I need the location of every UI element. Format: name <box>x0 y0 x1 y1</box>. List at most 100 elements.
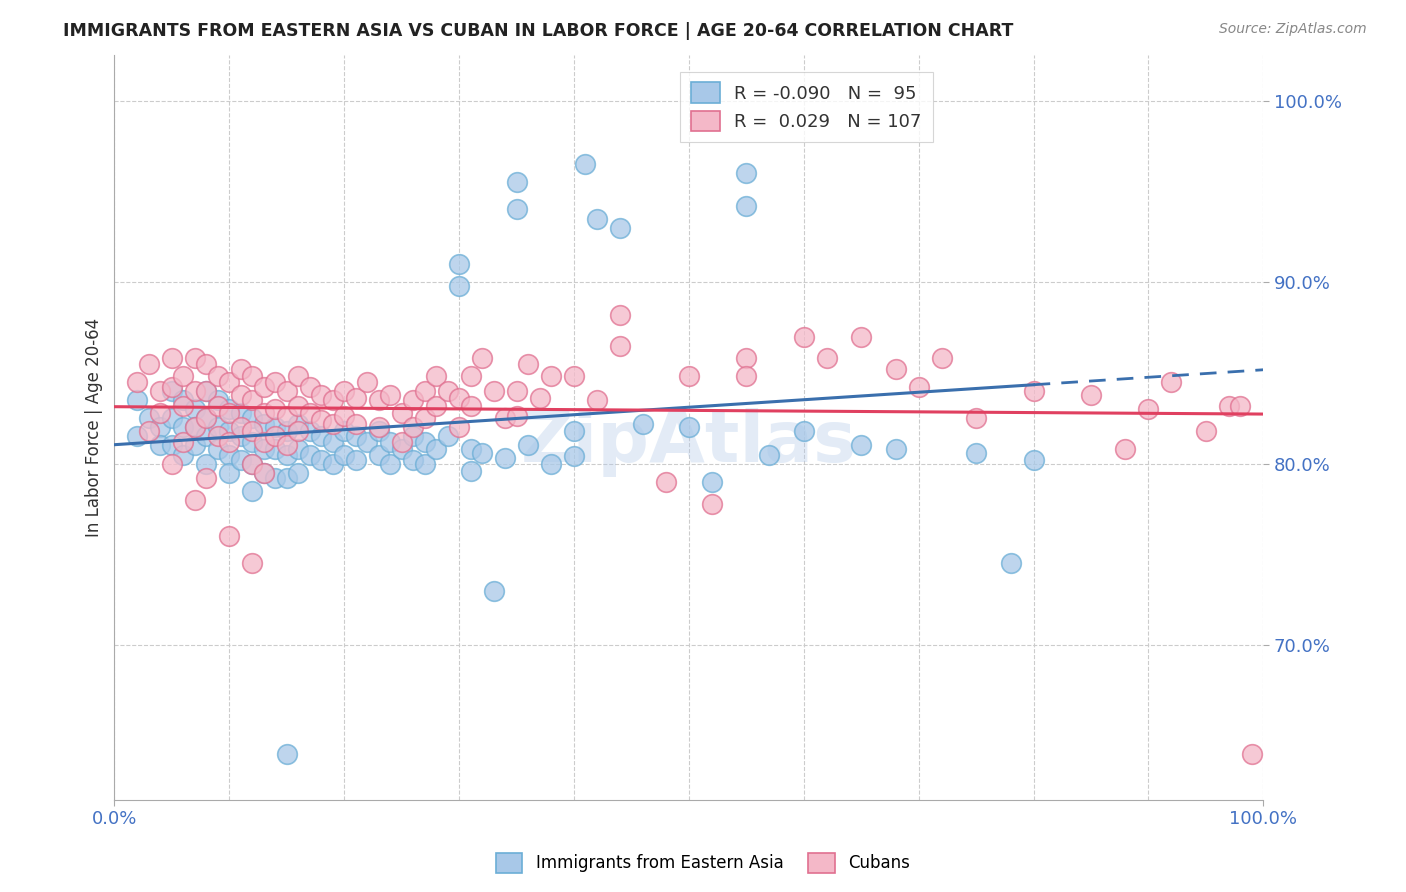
Point <box>884 362 907 376</box>
Point <box>505 175 527 189</box>
Point <box>391 434 413 449</box>
Point <box>240 411 263 425</box>
Point <box>356 434 378 449</box>
Point <box>253 380 276 394</box>
Point <box>460 399 482 413</box>
Point <box>378 387 401 401</box>
Point <box>264 442 287 456</box>
Point <box>402 453 425 467</box>
Point <box>322 457 344 471</box>
Point <box>449 420 471 434</box>
Y-axis label: In Labor Force | Age 20-64: In Labor Force | Age 20-64 <box>86 318 103 537</box>
Point <box>505 384 527 398</box>
Point <box>793 424 815 438</box>
Point <box>333 448 356 462</box>
Point <box>184 384 207 398</box>
Point <box>402 429 425 443</box>
Legend: R = -0.090   N =  95, R =  0.029   N = 107: R = -0.090 N = 95, R = 0.029 N = 107 <box>681 71 932 142</box>
Point <box>184 438 207 452</box>
Legend: Immigrants from Eastern Asia, Cubans: Immigrants from Eastern Asia, Cubans <box>489 847 917 880</box>
Point <box>344 453 367 467</box>
Point <box>562 369 585 384</box>
Point <box>240 393 263 408</box>
Point <box>851 438 873 452</box>
Point <box>931 351 953 366</box>
Point <box>436 429 458 443</box>
Point <box>218 406 240 420</box>
Point <box>195 357 218 371</box>
Point <box>309 413 332 427</box>
Point <box>505 409 527 424</box>
Point <box>253 417 276 431</box>
Point <box>344 392 367 406</box>
Point <box>735 199 758 213</box>
Point <box>207 429 229 443</box>
Point <box>218 529 240 543</box>
Point <box>322 417 344 431</box>
Point <box>309 387 332 401</box>
Point <box>322 434 344 449</box>
Point <box>287 466 309 480</box>
Point <box>1022 453 1045 467</box>
Point <box>449 257 471 271</box>
Point <box>471 351 494 366</box>
Point <box>609 338 631 352</box>
Point <box>229 362 252 376</box>
Point <box>460 369 482 384</box>
Point <box>631 417 654 431</box>
Point <box>322 393 344 408</box>
Point <box>655 475 678 489</box>
Point <box>276 438 298 452</box>
Point <box>413 384 436 398</box>
Point <box>229 387 252 401</box>
Point <box>793 329 815 343</box>
Point <box>172 369 194 384</box>
Point <box>184 420 207 434</box>
Point <box>413 411 436 425</box>
Point <box>195 384 218 398</box>
Point <box>138 424 160 438</box>
Point <box>700 497 723 511</box>
Point <box>218 434 240 449</box>
Point <box>287 424 309 438</box>
Point <box>391 406 413 420</box>
Point <box>1022 384 1045 398</box>
Point <box>276 448 298 462</box>
Point <box>276 471 298 485</box>
Point <box>276 409 298 424</box>
Point <box>367 420 389 434</box>
Point <box>276 747 298 761</box>
Point <box>449 278 471 293</box>
Text: IMMIGRANTS FROM EASTERN ASIA VS CUBAN IN LABOR FORCE | AGE 20-64 CORRELATION CHA: IMMIGRANTS FROM EASTERN ASIA VS CUBAN IN… <box>63 22 1014 40</box>
Point <box>218 402 240 417</box>
Point <box>678 420 700 434</box>
Text: Source: ZipAtlas.com: Source: ZipAtlas.com <box>1219 22 1367 37</box>
Point <box>195 457 218 471</box>
Point <box>195 471 218 485</box>
Point <box>1195 424 1218 438</box>
Point <box>184 420 207 434</box>
Point <box>253 434 276 449</box>
Point <box>160 380 183 394</box>
Point <box>460 464 482 478</box>
Point <box>195 411 218 425</box>
Point <box>815 351 838 366</box>
Point <box>851 329 873 343</box>
Point <box>562 424 585 438</box>
Point <box>482 583 505 598</box>
Point <box>425 442 447 456</box>
Point <box>264 402 287 417</box>
Point <box>240 434 263 449</box>
Point <box>609 308 631 322</box>
Point <box>287 417 309 431</box>
Point <box>276 384 298 398</box>
Point <box>172 393 194 408</box>
Point <box>195 384 218 398</box>
Point <box>127 429 149 443</box>
Point <box>494 451 516 466</box>
Point <box>367 393 389 408</box>
Point <box>240 483 263 498</box>
Point <box>1000 557 1022 571</box>
Point <box>195 429 218 443</box>
Point <box>298 448 321 462</box>
